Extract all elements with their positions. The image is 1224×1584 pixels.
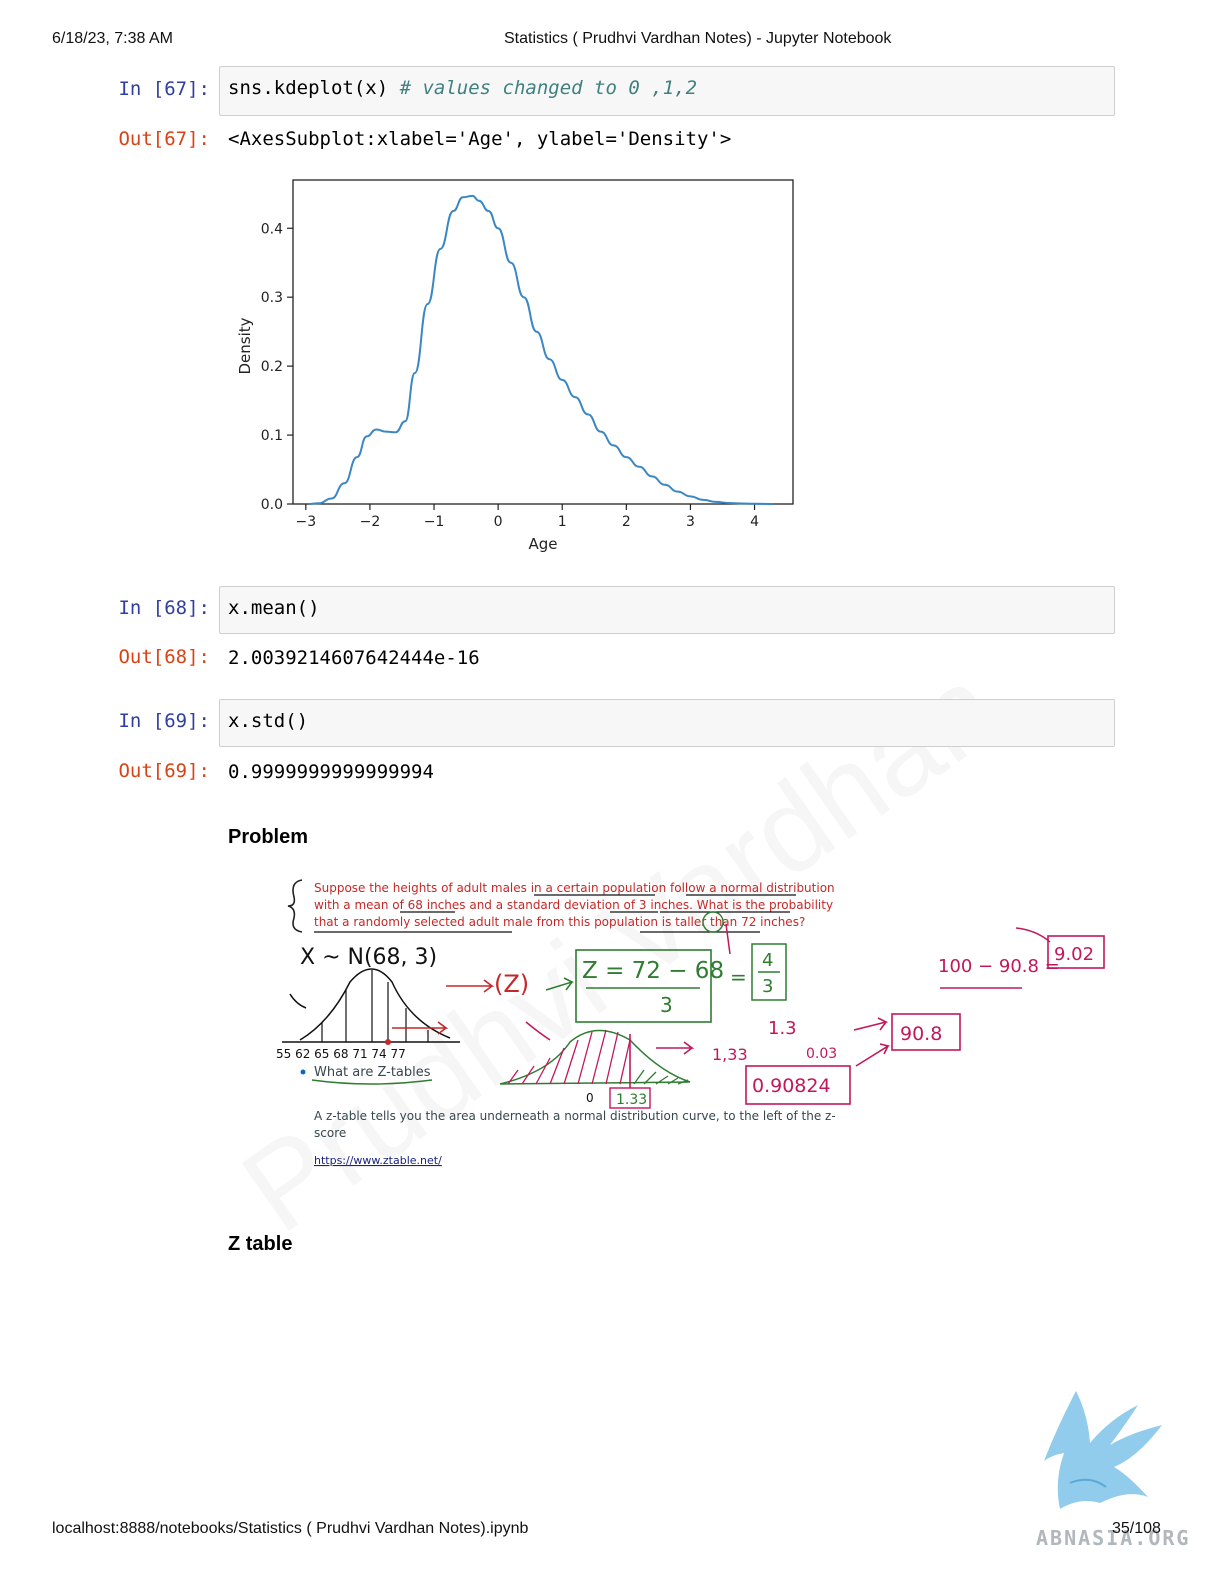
print-date-time: 6/18/23, 7:38 AM	[52, 30, 173, 47]
logo-text: ABNASIA.ORG	[1036, 1526, 1191, 1550]
print-page-number: 35/108	[1112, 1520, 1161, 1537]
print-url: localhost:8888/notebooks/Statistics ( Pr…	[52, 1520, 529, 1537]
result-box	[1047, 935, 1105, 969]
z-value-box	[609, 1087, 651, 1109]
z-value-label: 1.33	[616, 1092, 647, 1108]
x-tick-label: 0	[494, 514, 503, 530]
x-axis-label: Age	[528, 535, 557, 553]
input-prompt-67: In [67]:	[118, 78, 210, 100]
abnasia-logo	[1044, 1391, 1162, 1509]
value-13: 1.3	[768, 1018, 797, 1039]
z-fraction-box	[751, 943, 787, 1001]
code-text: sns.kdeplot(x)	[228, 77, 400, 99]
output-text-69: 0.9999999999999994	[228, 761, 434, 783]
x-tick-label: −1	[424, 514, 445, 530]
svg-text:=: =	[730, 965, 747, 989]
curve-axis-labels: 55 62 65 68 71 74 77	[276, 1047, 406, 1061]
input-prompt-69: In [69]:	[118, 710, 210, 732]
output-prompt-68: Out[68]:	[118, 646, 210, 668]
x-tick-label: −3	[296, 514, 317, 530]
table-value-box	[745, 1065, 851, 1105]
z-formula-top: Z = 72 − 68	[582, 958, 724, 984]
zero-label: 0	[586, 1091, 594, 1105]
x-tick-label: −2	[360, 514, 381, 530]
code-text: x.mean()	[228, 597, 320, 619]
problem-heading: Problem	[228, 826, 309, 848]
input-prompt-68: In [68]:	[118, 597, 210, 619]
result-value: 9.02	[1054, 944, 1094, 965]
y-tick-label: 0.0	[261, 497, 283, 513]
code-cell-68[interactable]: x.mean()	[219, 586, 1115, 634]
problem-text-line-3: that a randomly selected adult male from…	[314, 915, 805, 929]
z-symbol: (Z)	[494, 970, 529, 998]
output-text-67: <AxesSubplot:xlabel='Age', ylabel='Densi…	[228, 128, 732, 150]
x-tick-label: 3	[686, 514, 695, 530]
kde-line	[308, 194, 774, 505]
output-prompt-69: Out[69]:	[118, 760, 210, 782]
x-tick-label: 2	[622, 514, 631, 530]
y-axis-label: Density	[236, 317, 254, 374]
z-tables-bullet: What are Z-tables	[314, 1065, 431, 1080]
code-cell-69[interactable]: x.std()	[219, 699, 1115, 747]
z-table-heading: Z table	[228, 1233, 293, 1255]
z-fraction-top: 4	[762, 950, 773, 971]
code-cell-67[interactable]: sns.kdeplot(x) # values changed to 0 ,1,…	[219, 66, 1115, 116]
ztable-desc-line-1: A z-table tells you the area underneath …	[314, 1109, 836, 1123]
code-comment: # values changed to 0 ,1,2	[399, 77, 698, 99]
y-tick-label: 0.1	[261, 428, 283, 444]
x-tick-label: 4	[750, 514, 759, 530]
problem-text-line-1: Suppose the heights of adult males in a …	[314, 881, 835, 895]
percent-box	[891, 1013, 961, 1051]
table-value: 0.90824	[752, 1075, 831, 1097]
value-003: 0.03	[806, 1046, 837, 1062]
z-formula-box	[575, 949, 712, 1023]
x-tick-label: 1	[558, 514, 567, 530]
print-page-title: Statistics ( Prudhvi Vardhan Notes) - Ju…	[504, 30, 892, 47]
ztable-desc-line-2: score	[314, 1126, 346, 1140]
output-text-68: 2.0039214607642444e-16	[228, 647, 480, 669]
z-formula-bottom: 3	[660, 993, 673, 1017]
output-prompt-67: Out[67]:	[118, 128, 210, 150]
y-tick-label: 0.3	[261, 290, 283, 306]
percent-908: 90.8	[900, 1023, 942, 1045]
kde-plot: −3 −2 −1 0 1 2 3 4 0.0 0.1 0.2 0.3 0.4 Age Density	[236, 179, 794, 553]
problem-annotation-image: Suppose the heights of adult males in a …	[276, 879, 1105, 1167]
problem-text-line-2: with a mean of 68 inches and a standard …	[314, 898, 833, 912]
z-fraction-bottom: 3	[762, 976, 773, 997]
ztable-link[interactable]: https://www.ztable.net/	[314, 1154, 442, 1167]
y-tick-label: 0.4	[261, 221, 283, 237]
subtraction-text: 100 − 90.8 =	[938, 956, 1060, 977]
normal-notation: X ~ N(68, 3)	[300, 945, 437, 970]
code-text: x.std()	[228, 710, 309, 732]
y-tick-label: 0.2	[261, 359, 283, 375]
value-133: 1,33	[712, 1045, 748, 1064]
